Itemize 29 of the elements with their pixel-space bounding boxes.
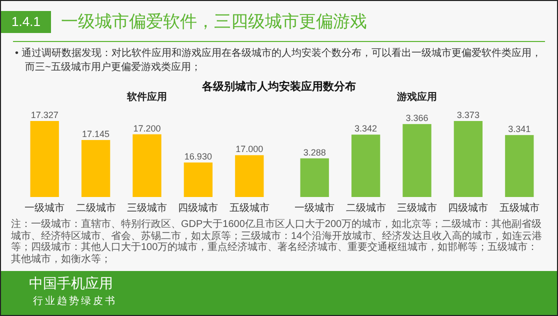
x-tick-label: 一级城市	[24, 202, 65, 214]
x-tick-label: 五级城市	[229, 202, 270, 214]
text: 中国手机应用	[29, 274, 113, 293]
x-tick-label: 二级城市	[346, 202, 386, 214]
x-tick-label: 五级城市	[499, 202, 540, 214]
text: 1.4.1	[1, 11, 51, 33]
data-label: 17.200	[133, 123, 161, 134]
x-tick-label: 三级城市	[397, 202, 437, 214]
data-label: 17.000	[236, 144, 264, 154]
text: 各级别城市人均安装应用数分布	[202, 81, 356, 93]
chart-title: 软件应用	[126, 91, 167, 103]
chart-title: 游戏应用	[396, 91, 437, 103]
data-label: 3.373	[456, 110, 480, 120]
data-label: 3.342	[354, 124, 378, 134]
text: • 通过调研数据发现：对比软件应用和游戏应用在各级城市的人均安装个数分布，可以看出一级城市更偏爱软件类应用，而三~五级城市用户更偏爱游戏类应用；	[15, 47, 542, 75]
data-label: 17.327	[30, 110, 58, 120]
x-tick-label: 四级城市	[178, 202, 218, 214]
data-label: 3.341	[508, 124, 531, 134]
text: 行业趋势绿皮书	[33, 295, 117, 309]
data-label: 3.366	[406, 113, 428, 124]
x-tick-label: 一级城市	[294, 202, 335, 214]
data-label: 3.288	[303, 147, 326, 158]
x-tick-label: 四级城市	[448, 202, 488, 214]
x-tick-label: 二级城市	[76, 202, 116, 214]
text: 注：一级城市：直辖市、特别行政区、GDP大于1600亿且市区人口大于200万的城市，如北京等；二级城市：其他副省级城市、经济特区城市、省会、苏锡二市，如太原等；三级城市：14个沿海开放城市、经济发达且收入高的城市，如连云港等；四级城市：其他人口大于100万的城市，重点经济城市、著名经济城市、重要交通枢纽城市，如邯郸等；五级城市：其他城市，如衡水等；	[11, 219, 544, 265]
data-label: 17.145	[82, 129, 110, 140]
text: 一级城市偏爱软件，三四级城市更偏游戏	[61, 11, 367, 33]
x-tick-label: 三级城市	[127, 202, 167, 214]
data-label: 16.930	[184, 152, 212, 162]
